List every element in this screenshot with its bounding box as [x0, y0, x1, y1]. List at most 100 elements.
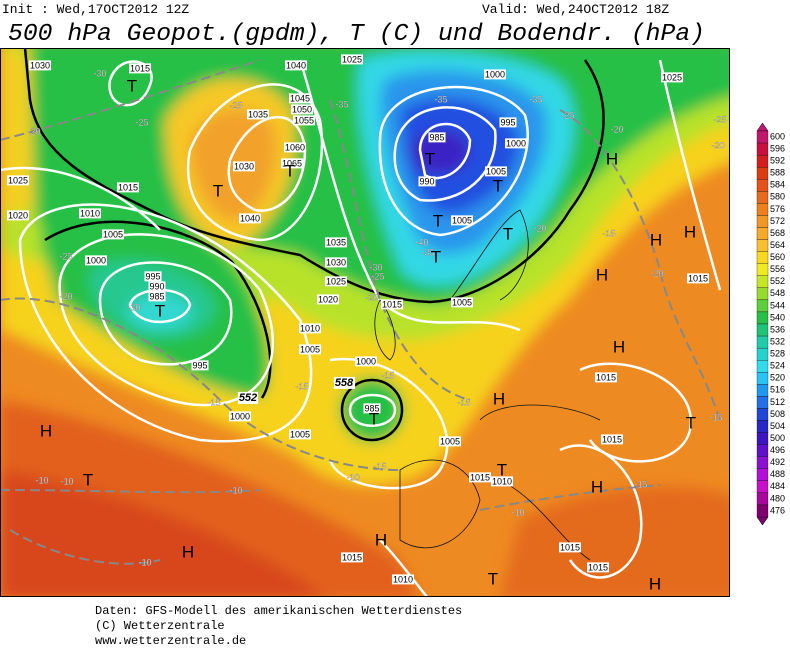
colorbar-swatch: [756, 142, 769, 156]
colorbar-swatch: [756, 251, 769, 264]
pressure-center: H: [182, 542, 194, 561]
label-background: [490, 476, 514, 487]
label-background: [600, 434, 624, 445]
label-background: [380, 299, 404, 310]
temperature-label: -35: [421, 247, 434, 257]
colorbar-label: 528: [770, 349, 785, 359]
pressure-center: H: [649, 574, 661, 593]
label-background: [288, 429, 312, 440]
colorbar-label: 584: [770, 180, 785, 190]
colorbar-label: 540: [770, 312, 785, 322]
colorbar-label: 592: [770, 156, 785, 166]
isobars: [0, 59, 722, 597]
height-label: 558: [335, 377, 354, 389]
temperature-label: -10: [346, 472, 359, 482]
label-background: [428, 132, 446, 143]
map: 1030 1015 1040 1025 1000 1025 1045 1035 10501055…: [0, 48, 730, 597]
label-background: [450, 215, 474, 226]
pressure-center: T: [285, 161, 295, 180]
temperature-label: -25: [371, 271, 384, 281]
pressure-center: T: [493, 176, 503, 195]
isobar-label: 1015: [382, 299, 402, 309]
colorbar-swatch: [756, 347, 769, 361]
isobar-label: 1005: [300, 344, 320, 354]
colorbar-swatch: [756, 396, 769, 409]
colorbar-label: 524: [770, 361, 785, 371]
isobar-label: 1000: [485, 69, 505, 79]
isobar-label: 1005: [440, 436, 460, 446]
label-background: [84, 255, 108, 266]
temperature-isotherms: [0, 59, 721, 565]
isobar-label: 1030: [234, 161, 254, 171]
label-background: [354, 356, 378, 367]
label-background: [246, 109, 270, 120]
temperature-label: -20: [711, 140, 724, 150]
isobar-label: 985: [364, 403, 379, 413]
temperature-label: -10: [35, 475, 48, 485]
isobar-label: 1000: [356, 356, 376, 366]
colorbar-swatch: [756, 215, 769, 228]
label-background: [288, 93, 312, 104]
colorbar-swatch: [756, 130, 769, 144]
isobar-label: 1010: [80, 208, 100, 218]
colorbar-swatch: [756, 420, 769, 433]
colorbar-label: 572: [770, 216, 785, 226]
colorbar-label: 520: [770, 373, 785, 383]
isobar-label: 1010: [300, 323, 320, 333]
temperature-label: -15: [457, 397, 470, 407]
pressure-center: H: [613, 337, 625, 356]
pressure-center: T: [425, 149, 435, 168]
isobar-label: 1060: [285, 142, 305, 152]
pressure-center: T: [155, 301, 165, 320]
colorbar-label: 580: [770, 192, 785, 202]
isobar-label: 1015: [470, 472, 490, 482]
isobar-label: 1030: [30, 60, 50, 70]
colorbar-label: 492: [770, 457, 785, 467]
map-labels: 1030 1015 1040 1025 1000 1025 1045 1035 10501055…: [6, 54, 727, 593]
pressure-center: H: [650, 230, 662, 249]
colorbar-swatch: [756, 480, 769, 494]
colorbar-label: 488: [770, 469, 785, 479]
temperature-label: -20: [650, 268, 663, 278]
label-background: [324, 276, 348, 287]
isobar-label: 1015: [560, 542, 580, 552]
isobar-label: 1065: [282, 158, 302, 168]
label-background: [324, 237, 348, 248]
colorbar-label: 484: [770, 481, 785, 491]
colorbar-label: 512: [770, 397, 785, 407]
pressure-center: T: [369, 409, 379, 428]
label-background: [660, 72, 684, 83]
isobar-label: 1010: [393, 574, 413, 584]
label-background: [298, 323, 322, 334]
label-background: [228, 411, 252, 422]
label-background: [191, 360, 209, 371]
temperature-field: [0, 48, 730, 597]
colorbar-label: 596: [770, 143, 785, 153]
label-background: [468, 472, 492, 483]
label-background: [101, 229, 125, 240]
label-background: [284, 60, 308, 71]
colorbar-swatch: [756, 179, 769, 192]
colorbar-swatch: [756, 203, 769, 216]
colorbar-label: 516: [770, 385, 785, 395]
temperature-label: -35: [335, 99, 348, 109]
pressure-center: T: [213, 181, 223, 200]
colorbar: 600 596 592 588 584 580 576 572 568 564 560 556 552 5…: [756, 122, 785, 526]
pressure-center: T: [488, 569, 498, 588]
isobar-label: 1055: [294, 115, 314, 125]
colorbar-label: 480: [770, 493, 785, 503]
label-background: [340, 54, 364, 65]
colorbar-label: 508: [770, 409, 785, 419]
isobar-label: 1025: [8, 175, 28, 185]
label-background: [484, 166, 508, 177]
coastlines: [374, 209, 601, 561]
label-background: [6, 210, 30, 221]
label-background: [340, 552, 364, 563]
isobar-label: 995: [500, 117, 515, 127]
pressure-center: T: [686, 413, 696, 432]
colorbar-swatch: [756, 154, 769, 168]
isobar-label: 985: [429, 132, 444, 142]
colorbar-label: 496: [770, 445, 785, 455]
